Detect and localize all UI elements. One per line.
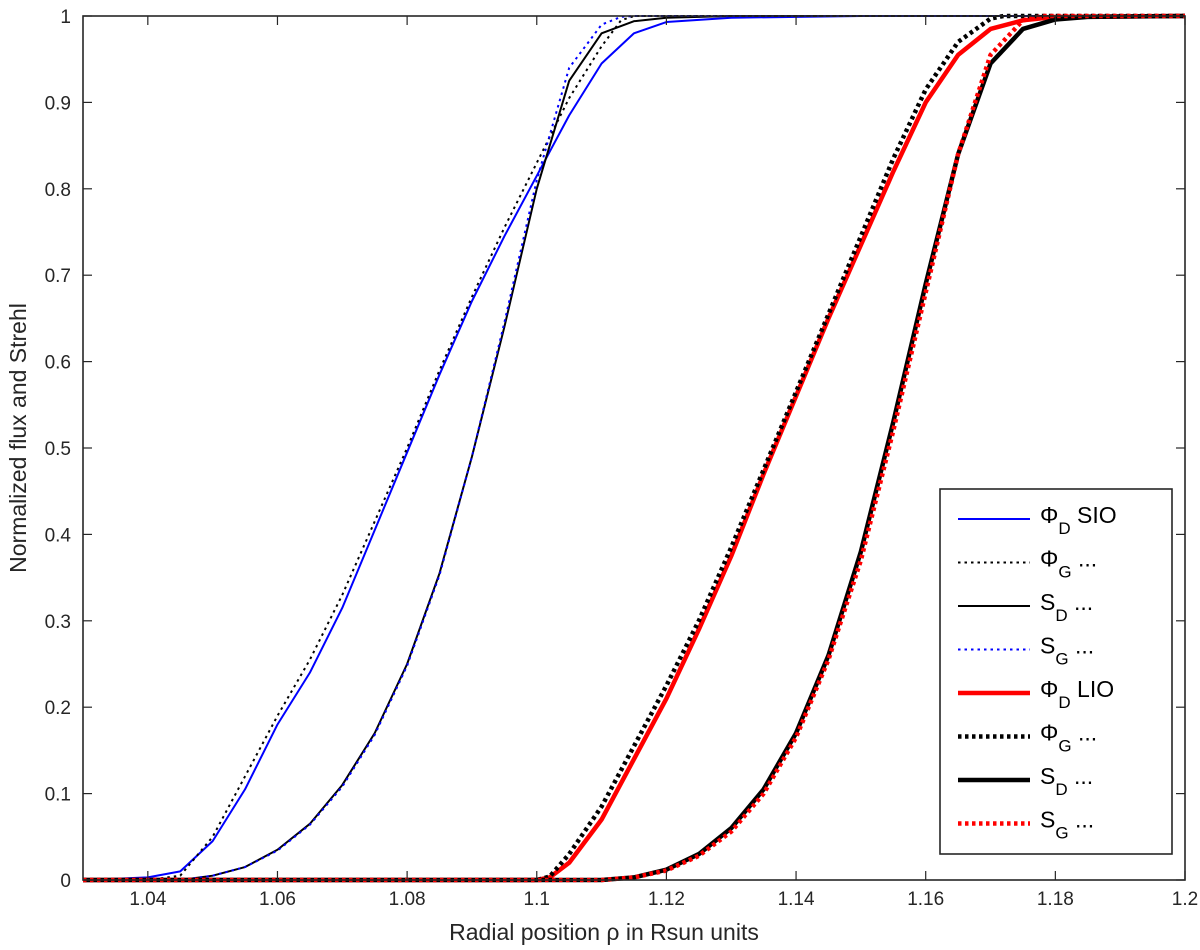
- x-tick-label: 1.1: [524, 889, 550, 910]
- y-tick-label: 0.8: [45, 180, 71, 201]
- x-axis-title: Radial position ρ in Rsun units: [449, 919, 759, 945]
- legend-label: ΦG ...: [1040, 546, 1097, 582]
- y-tick-label: 0.1: [45, 785, 71, 806]
- y-tick-label: 1: [60, 7, 71, 28]
- legend-label: ΦG ...: [1040, 720, 1097, 756]
- y-tick-label: 0.4: [45, 525, 72, 546]
- y-tick-label: 0.7: [45, 266, 71, 287]
- y-tick-label: 0.2: [45, 698, 71, 719]
- x-tick-label: 1.06: [259, 889, 296, 910]
- ticks-layer: 1.04 1.06 1.08 1.1 1.12 1.14 1.16 1.18 1.2 0 0.1 0.…: [45, 7, 1199, 910]
- y-tick-label: 0: [60, 871, 71, 892]
- y-tick-label: 0.9: [45, 93, 71, 114]
- legend-label: SG ...: [1040, 633, 1094, 669]
- x-tick-label: 1.14: [778, 889, 815, 910]
- legend: ΦD SIO ΦG ... SD ... SG ... ΦD LIO ΦG ... SD .…: [939, 488, 1173, 855]
- legend-box: [939, 488, 1173, 855]
- legend-label: SG ...: [1040, 807, 1094, 843]
- legend-label: ΦD LIO: [1040, 676, 1114, 712]
- axes-box: [82, 15, 1186, 881]
- y-tick-label: 0.5: [45, 439, 71, 460]
- legend-label: ΦD SIO: [1040, 502, 1117, 538]
- y-axis-title: Normalized flux and Strehl: [5, 303, 31, 573]
- legend-label: SD ...: [1040, 763, 1093, 799]
- x-tick-label: 1.12: [648, 889, 685, 910]
- x-tick-label: 1.2: [1172, 889, 1198, 910]
- series-line-4: [83, 15, 1185, 881]
- x-tick-label: 1.18: [1037, 889, 1074, 910]
- y-tick-label: 0.6: [45, 353, 71, 374]
- series-layer: [82, 13, 1186, 883]
- series-line-1: [82, 15, 1185, 881]
- x-tick-label: 1.08: [389, 889, 426, 910]
- y-tick-label: 0.3: [45, 612, 71, 633]
- x-tick-label: 1.04: [129, 889, 166, 910]
- legend-label: SD ...: [1040, 589, 1093, 625]
- x-tick-label: 1.16: [907, 889, 944, 910]
